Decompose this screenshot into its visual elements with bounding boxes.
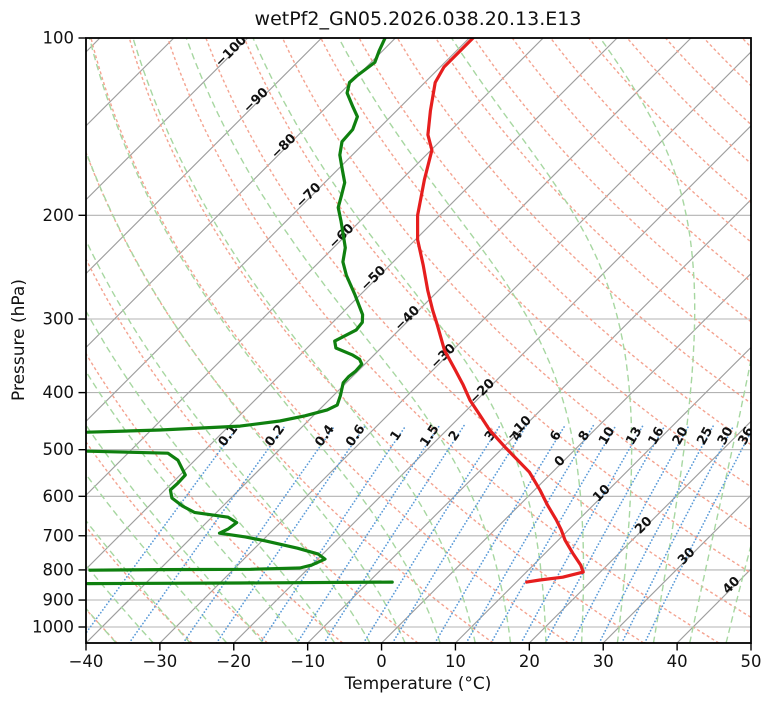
- mixing-ratio-line: [544, 424, 666, 643]
- dewpoint-line: [86, 38, 387, 434]
- dry-adiabat: [473, 38, 751, 323]
- dry-adiabat: [281, 38, 751, 531]
- moist-adiabat: [252, 38, 547, 643]
- y-tick-label: 900: [43, 591, 75, 610]
- y-tick-label: 100: [43, 29, 75, 48]
- y-tick-label: 200: [43, 206, 75, 225]
- mixing-ratio-line: [259, 424, 407, 643]
- dry-adiabat: [128, 38, 644, 643]
- mixing-ratio-line: [520, 424, 644, 643]
- x-tick-labels: −40 −30 −20 −10 0 10 20 30 40 50: [69, 652, 762, 671]
- mixing-ratio-line: [391, 424, 528, 643]
- moist-adiabat: [689, 356, 751, 643]
- isotherm-line: [86, 38, 323, 275]
- moist-adiabat: [132, 38, 476, 643]
- dry-adiabat: [435, 38, 751, 364]
- x-tick-label: 50: [741, 652, 762, 671]
- dry-adiabat: [86, 150, 494, 643]
- y-tick-label: 400: [43, 383, 75, 402]
- isotherm-line: [307, 198, 751, 643]
- dewpoint-line: [86, 449, 327, 572]
- y-tick-label: 1000: [32, 618, 74, 637]
- mixing-ratio-line: [215, 424, 367, 643]
- dry-adiabat: [550, 38, 751, 243]
- isotherm-line: [454, 346, 751, 643]
- moist-adiabat: [599, 38, 696, 643]
- x-axis-label: Temperature (°C): [344, 674, 492, 694]
- dry-adiabat: [90, 38, 569, 643]
- moist-adiabat: [86, 149, 406, 643]
- isotherm-line: [381, 272, 751, 643]
- moist-adiabat: [86, 370, 300, 643]
- moist-adiabat-lines: [86, 38, 751, 643]
- dry-adiabat: [511, 38, 751, 283]
- isotherm-line: [602, 494, 751, 643]
- mixing-ratio-line: [598, 424, 715, 643]
- moist-adiabat: [451, 38, 633, 643]
- isotherm-line: [86, 38, 470, 423]
- y-tick-label: 700: [43, 526, 75, 545]
- y-tick-label: 600: [43, 487, 75, 506]
- dry-adiabat: [243, 38, 751, 574]
- y-tick-label: 800: [43, 560, 75, 579]
- isotherm-line: [159, 51, 751, 643]
- x-tick-label: −10: [290, 652, 325, 671]
- plot-border: [85, 37, 752, 644]
- x-tick-label: 10: [445, 652, 466, 671]
- dry-adiabat: [320, 38, 751, 488]
- x-tick-label: 20: [519, 652, 540, 671]
- chart-title: wetPf2_GN05.2026.038.20.13.E13: [255, 8, 582, 30]
- y-tick-labels: 100 200 300 400 500 600 700 800 900 1000: [32, 29, 74, 637]
- mixing-ratio-line: [128, 424, 287, 643]
- mixing-ratio-line: [490, 424, 617, 643]
- mixing-ratio-line: [643, 430, 751, 643]
- isotherm-lines: [86, 38, 751, 643]
- mixing-ratio-line: [296, 424, 441, 643]
- mixing-ratio-line: [465, 424, 595, 643]
- moist-adiabat: [86, 238, 371, 643]
- temperature-line: [416, 38, 585, 584]
- y-tick-label: 300: [43, 310, 75, 329]
- moist-adiabat: [338, 38, 585, 643]
- pressure-gridlines: [86, 38, 751, 628]
- mixing-ratio-lines: [86, 424, 751, 643]
- mixing-ratio-line: [323, 424, 465, 643]
- isotherm-line: [86, 38, 618, 570]
- moist-adiabat: [86, 309, 336, 643]
- x-tick-label: −30: [142, 652, 177, 671]
- isotherm-line: [528, 420, 751, 643]
- axes-frame: [78, 37, 752, 651]
- x-tick-label: 40: [667, 652, 688, 671]
- dewpoint-line: [86, 580, 394, 586]
- moist-adiabat: [86, 423, 264, 643]
- y-axis-label: Pressure (hPa): [9, 279, 29, 401]
- moist-adiabat: [725, 542, 751, 643]
- mixing-ratio-line: [571, 424, 690, 643]
- dry-adiabat: [205, 38, 751, 619]
- x-tick-label: 30: [593, 652, 614, 671]
- y-tick-label: 500: [43, 440, 75, 459]
- isotherm-line: [86, 38, 692, 643]
- moist-adiabat: [88, 38, 441, 643]
- x-tick-label: 0: [376, 652, 387, 671]
- mixing-ratio-line: [362, 424, 501, 643]
- mixing-ratio-line: [182, 424, 336, 643]
- isotherm-line: [233, 124, 751, 643]
- isotherm-line: [86, 38, 249, 201]
- moist-adiabat: [185, 38, 512, 643]
- sounding-profiles: [86, 38, 585, 586]
- dry-adiabat-lines: [86, 38, 751, 643]
- dry-adiabat: [166, 38, 720, 643]
- x-tick-label: −20: [216, 652, 251, 671]
- isotherm-line: [86, 38, 544, 497]
- dry-adiabat: [358, 38, 751, 446]
- x-tick-label: −40: [69, 652, 104, 671]
